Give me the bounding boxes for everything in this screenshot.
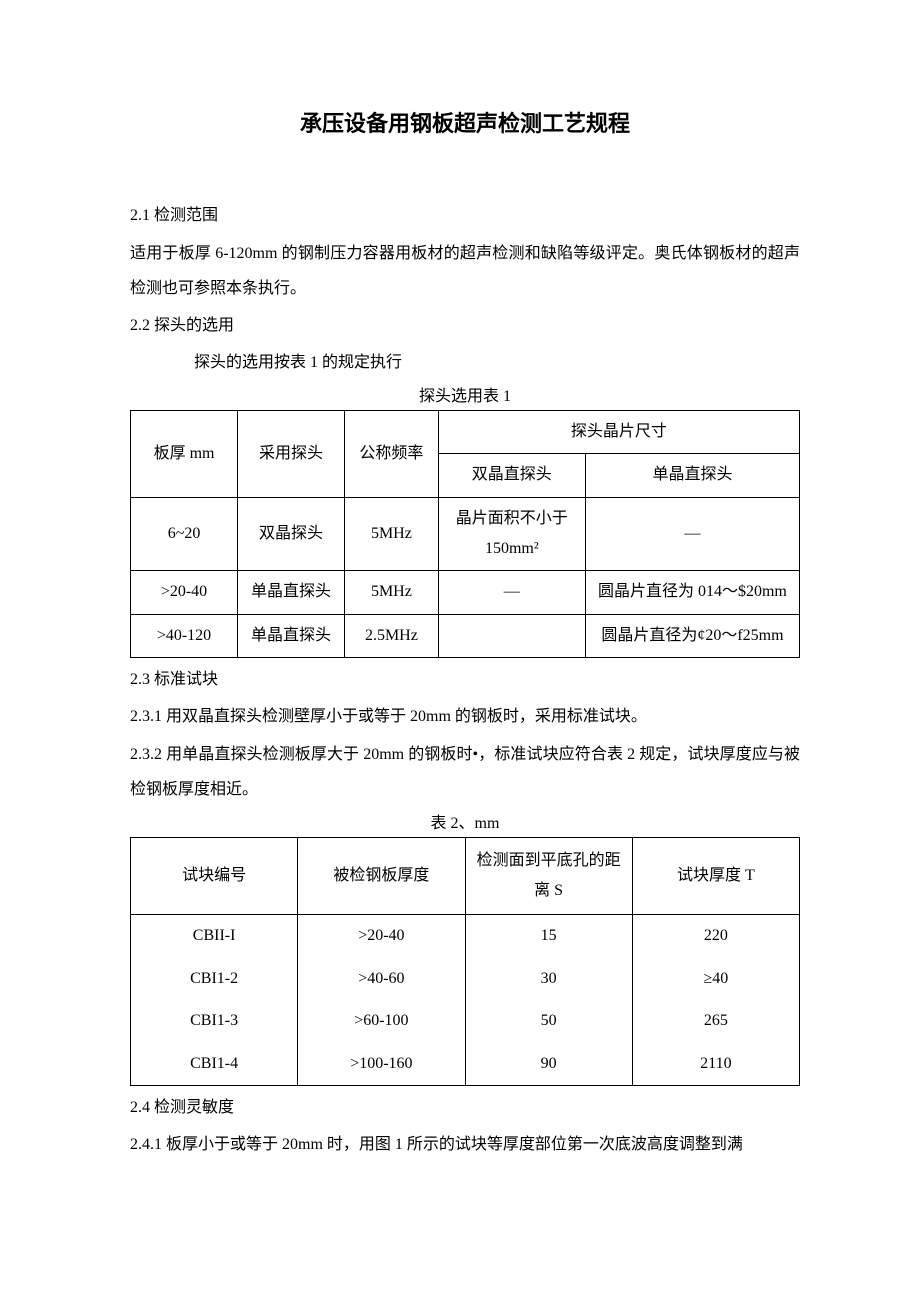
section-23-heading: 2.3 标准试块 [130,662,800,697]
section-241-text: 2.4.1 板厚小于或等于 20mm 时，用图 1 所示的试块等厚度部位第一次底… [130,1127,800,1162]
table-row: 6~20 双晶探头 5MHz 晶片面积不小于 150mm² — [131,497,800,571]
table-header: 双晶直探头 [438,454,585,497]
table-cell: 5MHz [345,497,439,571]
table-row: >40-120 单晶直探头 2.5MHz 圆晶片直径为¢20～f25mm [131,614,800,657]
table1-caption: 探头选用表 1 [130,384,800,410]
table-cell: 50 [465,1000,632,1042]
table-row: CBII-I >20-40 15 220 [131,915,800,958]
table-cell: 90 [465,1043,632,1086]
table-header: 探头晶片尺寸 [438,410,799,453]
table-cell: 双晶探头 [238,497,345,571]
table-header: 单晶直探头 [585,454,799,497]
section-24-heading: 2.4 检测灵敏度 [130,1090,800,1125]
section-21-heading: 2.1 检测范围 [130,198,800,233]
section-22-text: 探头的选用按表 1 的规定执行 [130,345,800,380]
table-header: 公称频率 [345,410,439,497]
table-header: 检测面到平底孔的距离 S [465,837,632,915]
table-row: >20-40 单晶直探头 5MHz — 圆晶片直径为 014～$20mm [131,571,800,614]
table-row: 板厚 mm 采用探头 公称频率 探头晶片尺寸 [131,410,800,453]
table-cell: >40-60 [298,958,465,1000]
table-row: 试块编号 被检钢板厚度 检测面到平底孔的距离 S 试块厚度 T [131,837,800,915]
section-232-text: 2.3.2 用单晶直探头检测板厚大于 20mm 的钢板时•，标准试块应符合表 2… [130,737,800,807]
table-cell [438,614,585,657]
table-header: 板厚 mm [131,410,238,497]
table2-caption: 表 2、mm [130,811,800,837]
table-cell: 圆晶片直径为 014～$20mm [585,571,799,614]
table-cell: >40-120 [131,614,238,657]
section-22-heading: 2.2 探头的选用 [130,308,800,343]
table-cell: 5MHz [345,571,439,614]
table-header: 被检钢板厚度 [298,837,465,915]
table-cell: — [438,571,585,614]
section-21-text: 适用于板厚 6-120mm 的钢制压力容器用板材的超声检测和缺陷等级评定。奥氏体… [130,236,800,306]
table-row: CBI1-3 >60-100 50 265 [131,1000,800,1042]
table-cell: 圆晶片直径为¢20～f25mm [585,614,799,657]
table-header: 采用探头 [238,410,345,497]
table-cell: ≥40 [632,958,799,1000]
table-header: 试块编号 [131,837,298,915]
table-cell: 6~20 [131,497,238,571]
table-cell: 单晶直探头 [238,614,345,657]
probe-selection-table: 板厚 mm 采用探头 公称频率 探头晶片尺寸 双晶直探头 单晶直探头 6~20 … [130,410,800,658]
table-cell: 15 [465,915,632,958]
table-cell: 晶片面积不小于 150mm² [438,497,585,571]
table-cell: 单晶直探头 [238,571,345,614]
section-231-text: 2.3.1 用双晶直探头检测壁厚小于或等于 20mm 的钢板时，采用标准试块。 [130,699,800,734]
test-block-table: 试块编号 被检钢板厚度 检测面到平底孔的距离 S 试块厚度 T CBII-I >… [130,837,800,1086]
table-cell: 2110 [632,1043,799,1086]
table-cell: — [585,497,799,571]
table-cell: >20-40 [131,571,238,614]
table-header: 试块厚度 T [632,837,799,915]
table-row: CBI1-4 >100-160 90 2110 [131,1043,800,1086]
table-cell: CBI1-3 [131,1000,298,1042]
table-cell: CBII-I [131,915,298,958]
document-title: 承压设备用钢板超声检测工艺规程 [130,100,800,148]
table-row: CBI1-2 >40-60 30 ≥40 [131,958,800,1000]
table-cell: >60-100 [298,1000,465,1042]
table-cell: CBI1-2 [131,958,298,1000]
table-cell: 30 [465,958,632,1000]
table-cell: >20-40 [298,915,465,958]
table-cell: 2.5MHz [345,614,439,657]
table-cell: 220 [632,915,799,958]
table-cell: 265 [632,1000,799,1042]
table-cell: >100-160 [298,1043,465,1086]
table-cell: CBI1-4 [131,1043,298,1086]
